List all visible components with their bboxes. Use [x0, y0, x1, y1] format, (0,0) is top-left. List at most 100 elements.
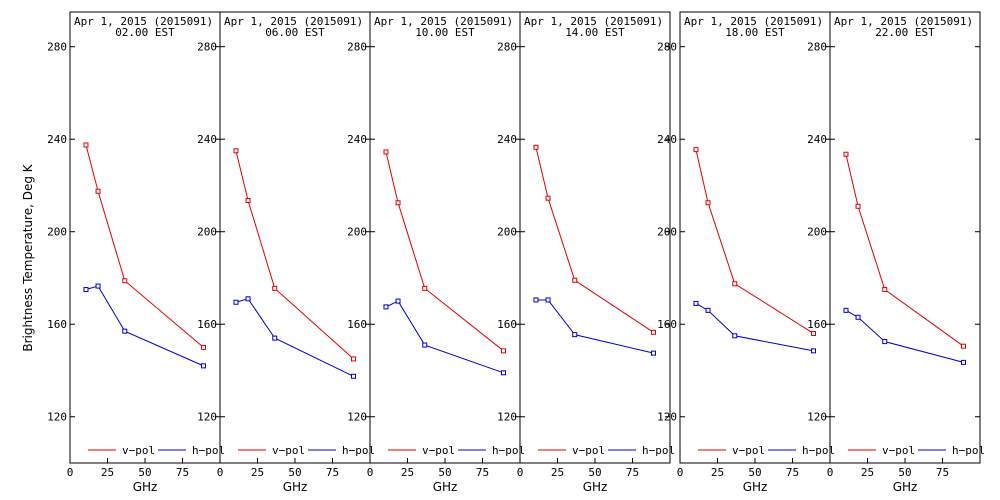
- panel-title: Apr 1, 2015 (2015091): [834, 15, 973, 28]
- data-point-v-pol: [705, 200, 711, 206]
- data-point-h-pol: [572, 332, 578, 338]
- data-point-h-pol: [732, 333, 738, 339]
- data-point-h-pol: [855, 314, 861, 320]
- y-tick-label: 160: [347, 318, 367, 331]
- data-point-h-pol: [351, 373, 356, 379]
- x-tick-label: 75: [786, 466, 799, 479]
- panel-subtitle: 10.00 EST: [415, 26, 475, 39]
- y-tick-label: 280: [347, 41, 367, 54]
- data-point-v-pol: [651, 329, 656, 335]
- series-line-v-pol: [845, 154, 964, 347]
- data-point-v-pol: [693, 147, 699, 153]
- legend-label-h-pol: h−pol: [642, 444, 675, 457]
- panel-subtitle: 14.00 EST: [565, 26, 625, 39]
- chart-panel-6: 120 160 200 240 280 0 25 50 75 GHz Apr 1, 2015 (20…: [807, 11, 985, 494]
- x-tick-label: 50: [288, 466, 301, 479]
- y-tick-label: 280: [197, 41, 217, 54]
- series-line-v-pol: [85, 144, 204, 348]
- panel-subtitle: 22.00 EST: [875, 26, 935, 39]
- x-tick-label: 25: [101, 466, 114, 479]
- data-point-v-pol: [961, 343, 966, 349]
- y-axis-title: Brightness Temperature, Deg K: [21, 163, 35, 351]
- y-tick-label: 120: [197, 411, 217, 424]
- chart-panel-2: 120 160 200 240 280 0 25 50 75 GHz Apr 1, 2015 (20…: [197, 11, 375, 494]
- legend-label-v-pol: v−pol: [572, 444, 605, 457]
- panel-subtitle: 18.00 EST: [725, 26, 785, 39]
- x-tick-label: 25: [551, 466, 564, 479]
- panel-title: Apr 1, 2015 (2015091): [524, 15, 663, 28]
- panel-frame: [519, 11, 671, 464]
- y-tick-label: 200: [197, 226, 217, 239]
- panel-title: Apr 1, 2015 (2015091): [74, 15, 213, 28]
- x-tick-label: 25: [711, 466, 724, 479]
- y-tick-label: 160: [657, 318, 677, 331]
- data-point-v-pol: [245, 197, 251, 203]
- y-tick-label: 200: [347, 226, 367, 239]
- data-point-v-pol: [882, 287, 888, 293]
- legend-label-h-pol: h−pol: [342, 444, 375, 457]
- data-point-h-pol: [245, 296, 251, 302]
- legend-label-h-pol: h−pol: [192, 444, 225, 457]
- x-tick-label: 50: [138, 466, 151, 479]
- data-point-v-pol: [855, 203, 861, 209]
- y-tick-label: 200: [47, 226, 67, 239]
- legend-label-h-pol: h−pol: [952, 444, 985, 457]
- series-line-v-pol: [695, 149, 814, 334]
- series-line-h-pol: [85, 285, 204, 367]
- y-tick-label: 240: [197, 133, 217, 146]
- y-tick-label: 160: [497, 318, 517, 331]
- data-point-v-pol: [83, 142, 89, 148]
- data-point-h-pol: [83, 287, 89, 293]
- x-axis-title: GHz: [283, 480, 308, 494]
- y-tick-label: 240: [657, 133, 677, 146]
- x-tick-label: 75: [476, 466, 489, 479]
- x-tick-label: 0: [677, 466, 684, 479]
- x-tick-label: 0: [517, 466, 524, 479]
- chart-panel-4: 120 160 200 240 280 0 25 50 75 GHz Apr 1, 2015 (20…: [497, 11, 675, 494]
- y-tick-label: 200: [497, 226, 517, 239]
- data-point-h-pol: [533, 297, 539, 303]
- x-tick-label: 25: [861, 466, 874, 479]
- data-point-h-pol: [95, 283, 101, 289]
- y-tick-label: 280: [657, 41, 677, 54]
- panel-title: Apr 1, 2015 (2015091): [374, 15, 513, 28]
- y-tick-label: 120: [657, 411, 677, 424]
- panel-title: Apr 1, 2015 (2015091): [684, 15, 823, 28]
- data-point-v-pol: [383, 149, 389, 155]
- x-tick-label: 0: [827, 466, 834, 479]
- data-point-h-pol: [501, 370, 506, 376]
- data-point-h-pol: [395, 298, 401, 304]
- x-tick-label: 75: [326, 466, 339, 479]
- series-line-h-pol: [845, 309, 964, 363]
- legend-label-v-pol: v−pol: [732, 444, 765, 457]
- x-tick-label: 75: [176, 466, 189, 479]
- y-tick-label: 280: [807, 41, 827, 54]
- y-tick-label: 160: [197, 318, 217, 331]
- y-tick-label: 240: [347, 133, 367, 146]
- data-point-h-pol: [705, 307, 711, 313]
- x-tick-label: 75: [626, 466, 639, 479]
- legend-label-h-pol: h−pol: [802, 444, 835, 457]
- data-point-h-pol: [383, 304, 389, 310]
- y-tick-label: 120: [347, 411, 367, 424]
- data-point-h-pol: [422, 342, 428, 348]
- data-point-h-pol: [811, 348, 816, 354]
- chart-panel-3: 120 160 200 240 280 0 25 50 75 GHz Apr 1, 2015 (20…: [347, 11, 525, 494]
- y-tick-label: 200: [807, 226, 827, 239]
- x-axis-title: GHz: [893, 480, 918, 494]
- x-axis-title: GHz: [743, 480, 768, 494]
- x-tick-label: 25: [251, 466, 264, 479]
- y-tick-label: 200: [657, 226, 677, 239]
- data-point-h-pol: [233, 299, 239, 305]
- x-axis-title: GHz: [583, 480, 608, 494]
- x-tick-label: 50: [898, 466, 911, 479]
- x-axis-title: GHz: [133, 480, 158, 494]
- data-point-v-pol: [533, 144, 539, 150]
- legend-label-v-pol: v−pol: [422, 444, 455, 457]
- data-point-v-pol: [732, 281, 738, 287]
- data-point-v-pol: [351, 356, 356, 362]
- legend-label-v-pol: v−pol: [882, 444, 915, 457]
- data-point-h-pol: [843, 307, 849, 313]
- x-axis-title: GHz: [433, 480, 458, 494]
- panel-subtitle: 02.00 EST: [115, 26, 175, 39]
